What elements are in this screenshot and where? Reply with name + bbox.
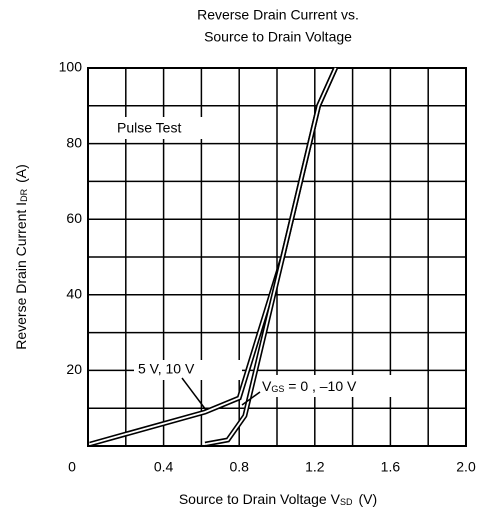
y-axis-label-sub: DR [19, 188, 29, 201]
annotations: Pulse Test 5 V, 10 V VGS = 0 , –10 V [112, 117, 408, 411]
y-tick-label: 40 [66, 286, 82, 302]
x-tick-label: 0.4 [154, 459, 174, 475]
chart-title: Reverse Drain Current vs. [197, 7, 359, 23]
label-bg [258, 375, 408, 397]
leader [241, 391, 261, 406]
annotation-sub: GS [271, 384, 284, 394]
annotation: Pulse Test [117, 120, 181, 136]
y-axis-label-unit: (A) [13, 164, 29, 183]
x-tick-label: 2.0 [456, 459, 476, 475]
x-tick-label: 0.8 [229, 459, 249, 475]
y-tick-label: 80 [66, 134, 82, 150]
annotation: 5 V, 10 V [138, 361, 195, 377]
y-tick-label: 100 [59, 59, 83, 75]
x-axis-label: Source to Drain Voltage VSD (V) [179, 491, 377, 508]
x-axis-label-unit: (V) [358, 491, 377, 507]
y-tick-label: 60 [66, 210, 82, 226]
y-axis-label-text: Reverse Drain Current I [13, 202, 29, 350]
x-axis-label-text: Source to Drain Voltage V [179, 491, 341, 507]
chart-title: Source to Drain Voltage [204, 29, 352, 45]
x-tick-label: 1.6 [381, 459, 401, 475]
y-axis-label: Reverse Drain Current IDR (A) [13, 164, 30, 350]
x-axis-label-sub: SD [340, 497, 353, 507]
annotation-rest: = 0 , –10 V [284, 378, 357, 394]
label-bg [112, 117, 222, 139]
x-tick-label: 1.2 [305, 459, 325, 475]
series-line-inner [205, 67, 337, 445]
label-bg [134, 360, 242, 380]
annotation-text: V [262, 378, 272, 394]
annotation: VGS = 0 , –10 V [262, 378, 357, 395]
x-tick-label: 0 [68, 459, 76, 475]
leader [181, 377, 207, 411]
plot-frame [87, 67, 467, 447]
y-tick-label: 20 [66, 361, 82, 377]
